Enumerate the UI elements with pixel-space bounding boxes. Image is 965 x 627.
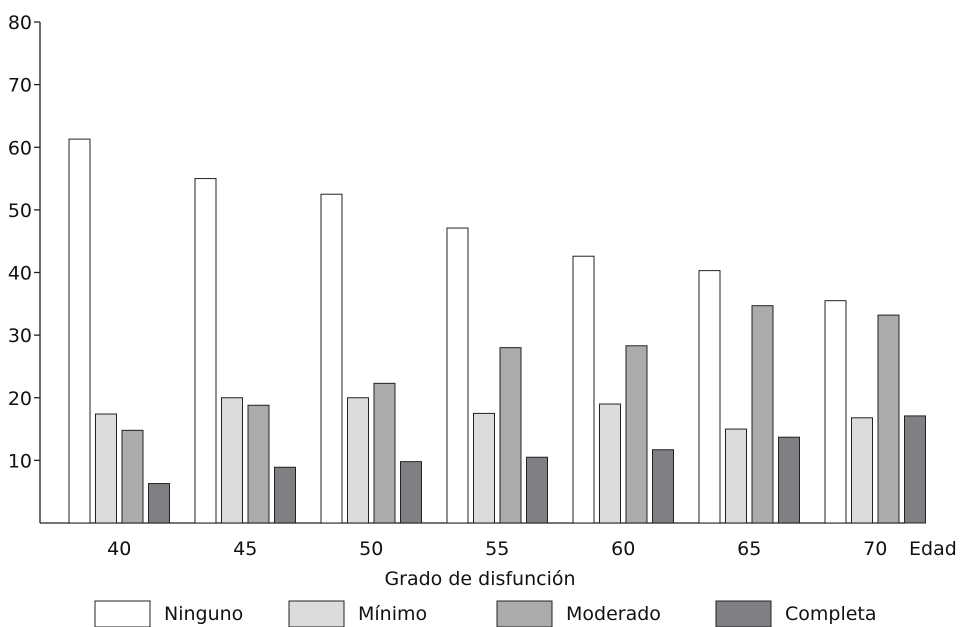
y-tick-label-30: 30: [8, 325, 32, 347]
y-tick-label-60: 60: [8, 137, 32, 159]
bar-moderado-50: [373, 382, 396, 524]
y-tick-label-40: 40: [8, 263, 32, 285]
x-axis-unit-label: Edad: [909, 538, 957, 560]
x-tick-label-60: 60: [611, 538, 635, 560]
legend-swatch-moderado: [496, 600, 553, 627]
x-axis-title: Grado de disfunción: [384, 568, 575, 590]
bar-ninguno-45: [194, 178, 217, 524]
y-tick-label-10: 10: [8, 450, 32, 472]
bar-completa-65: [778, 436, 800, 524]
bar-minimo-45: [221, 397, 243, 524]
x-tick-label-40: 40: [107, 538, 131, 560]
bar-minimo-55: [473, 412, 495, 524]
bar-completa-50: [400, 461, 422, 524]
bar-completa-40: [148, 483, 170, 524]
bar-minimo-70: [851, 417, 873, 524]
x-tick-label-45: 45: [233, 538, 257, 560]
bar-moderado-45: [247, 404, 270, 524]
legend-swatch-completa: [715, 600, 772, 627]
bar-ninguno-55: [446, 227, 469, 524]
y-tick-label-50: 50: [8, 200, 32, 222]
x-tick-label-65: 65: [737, 538, 761, 560]
bar-completa-60: [652, 449, 674, 524]
bar-minimo-65: [725, 428, 747, 524]
bar-moderado-40: [121, 429, 144, 524]
bar-completa-45: [274, 466, 296, 524]
bar-ninguno-70: [824, 300, 847, 524]
bar-moderado-55: [499, 347, 522, 524]
bar-minimo-50: [347, 397, 369, 524]
bar-minimo-40: [95, 413, 117, 524]
bars: [68, 138, 926, 524]
legend-label-moderado: Moderado: [566, 603, 661, 625]
legend-swatch-ninguno: [94, 600, 151, 627]
bar-ninguno-50: [320, 193, 343, 524]
y-tick-label-70: 70: [8, 75, 32, 97]
legend-label-ninguno: Ninguno: [164, 603, 243, 625]
bar-completa-70: [904, 415, 926, 524]
x-tick-label-50: 50: [359, 538, 383, 560]
x-tick-label-70: 70: [863, 538, 887, 560]
bar-completa-55: [526, 456, 548, 524]
bar-moderado-65: [751, 305, 774, 524]
axes: [39, 22, 905, 524]
bar-ninguno-40: [68, 138, 91, 524]
legend-swatch-minimo: [288, 600, 345, 627]
legend-label-completa: Completa: [785, 603, 877, 625]
bar-moderado-60: [625, 345, 648, 524]
y-tick-label-20: 20: [8, 388, 32, 410]
legend-label-minimo: Mínimo: [358, 603, 427, 625]
legend: Ninguno Mínimo Moderado Completa: [94, 600, 877, 627]
bar-minimo-60: [599, 403, 621, 524]
bar-moderado-70: [877, 314, 900, 524]
bar-ninguno-65: [698, 270, 721, 524]
bar-ninguno-60: [572, 255, 595, 524]
y-axis-ticks: 10 20 30 40 50 60 70 80: [8, 12, 40, 472]
y-tick-label-80: 80: [8, 12, 32, 34]
x-tick-label-55: 55: [485, 538, 509, 560]
x-axis-ticks: 40 45 50 55 60 65 70: [107, 538, 887, 560]
